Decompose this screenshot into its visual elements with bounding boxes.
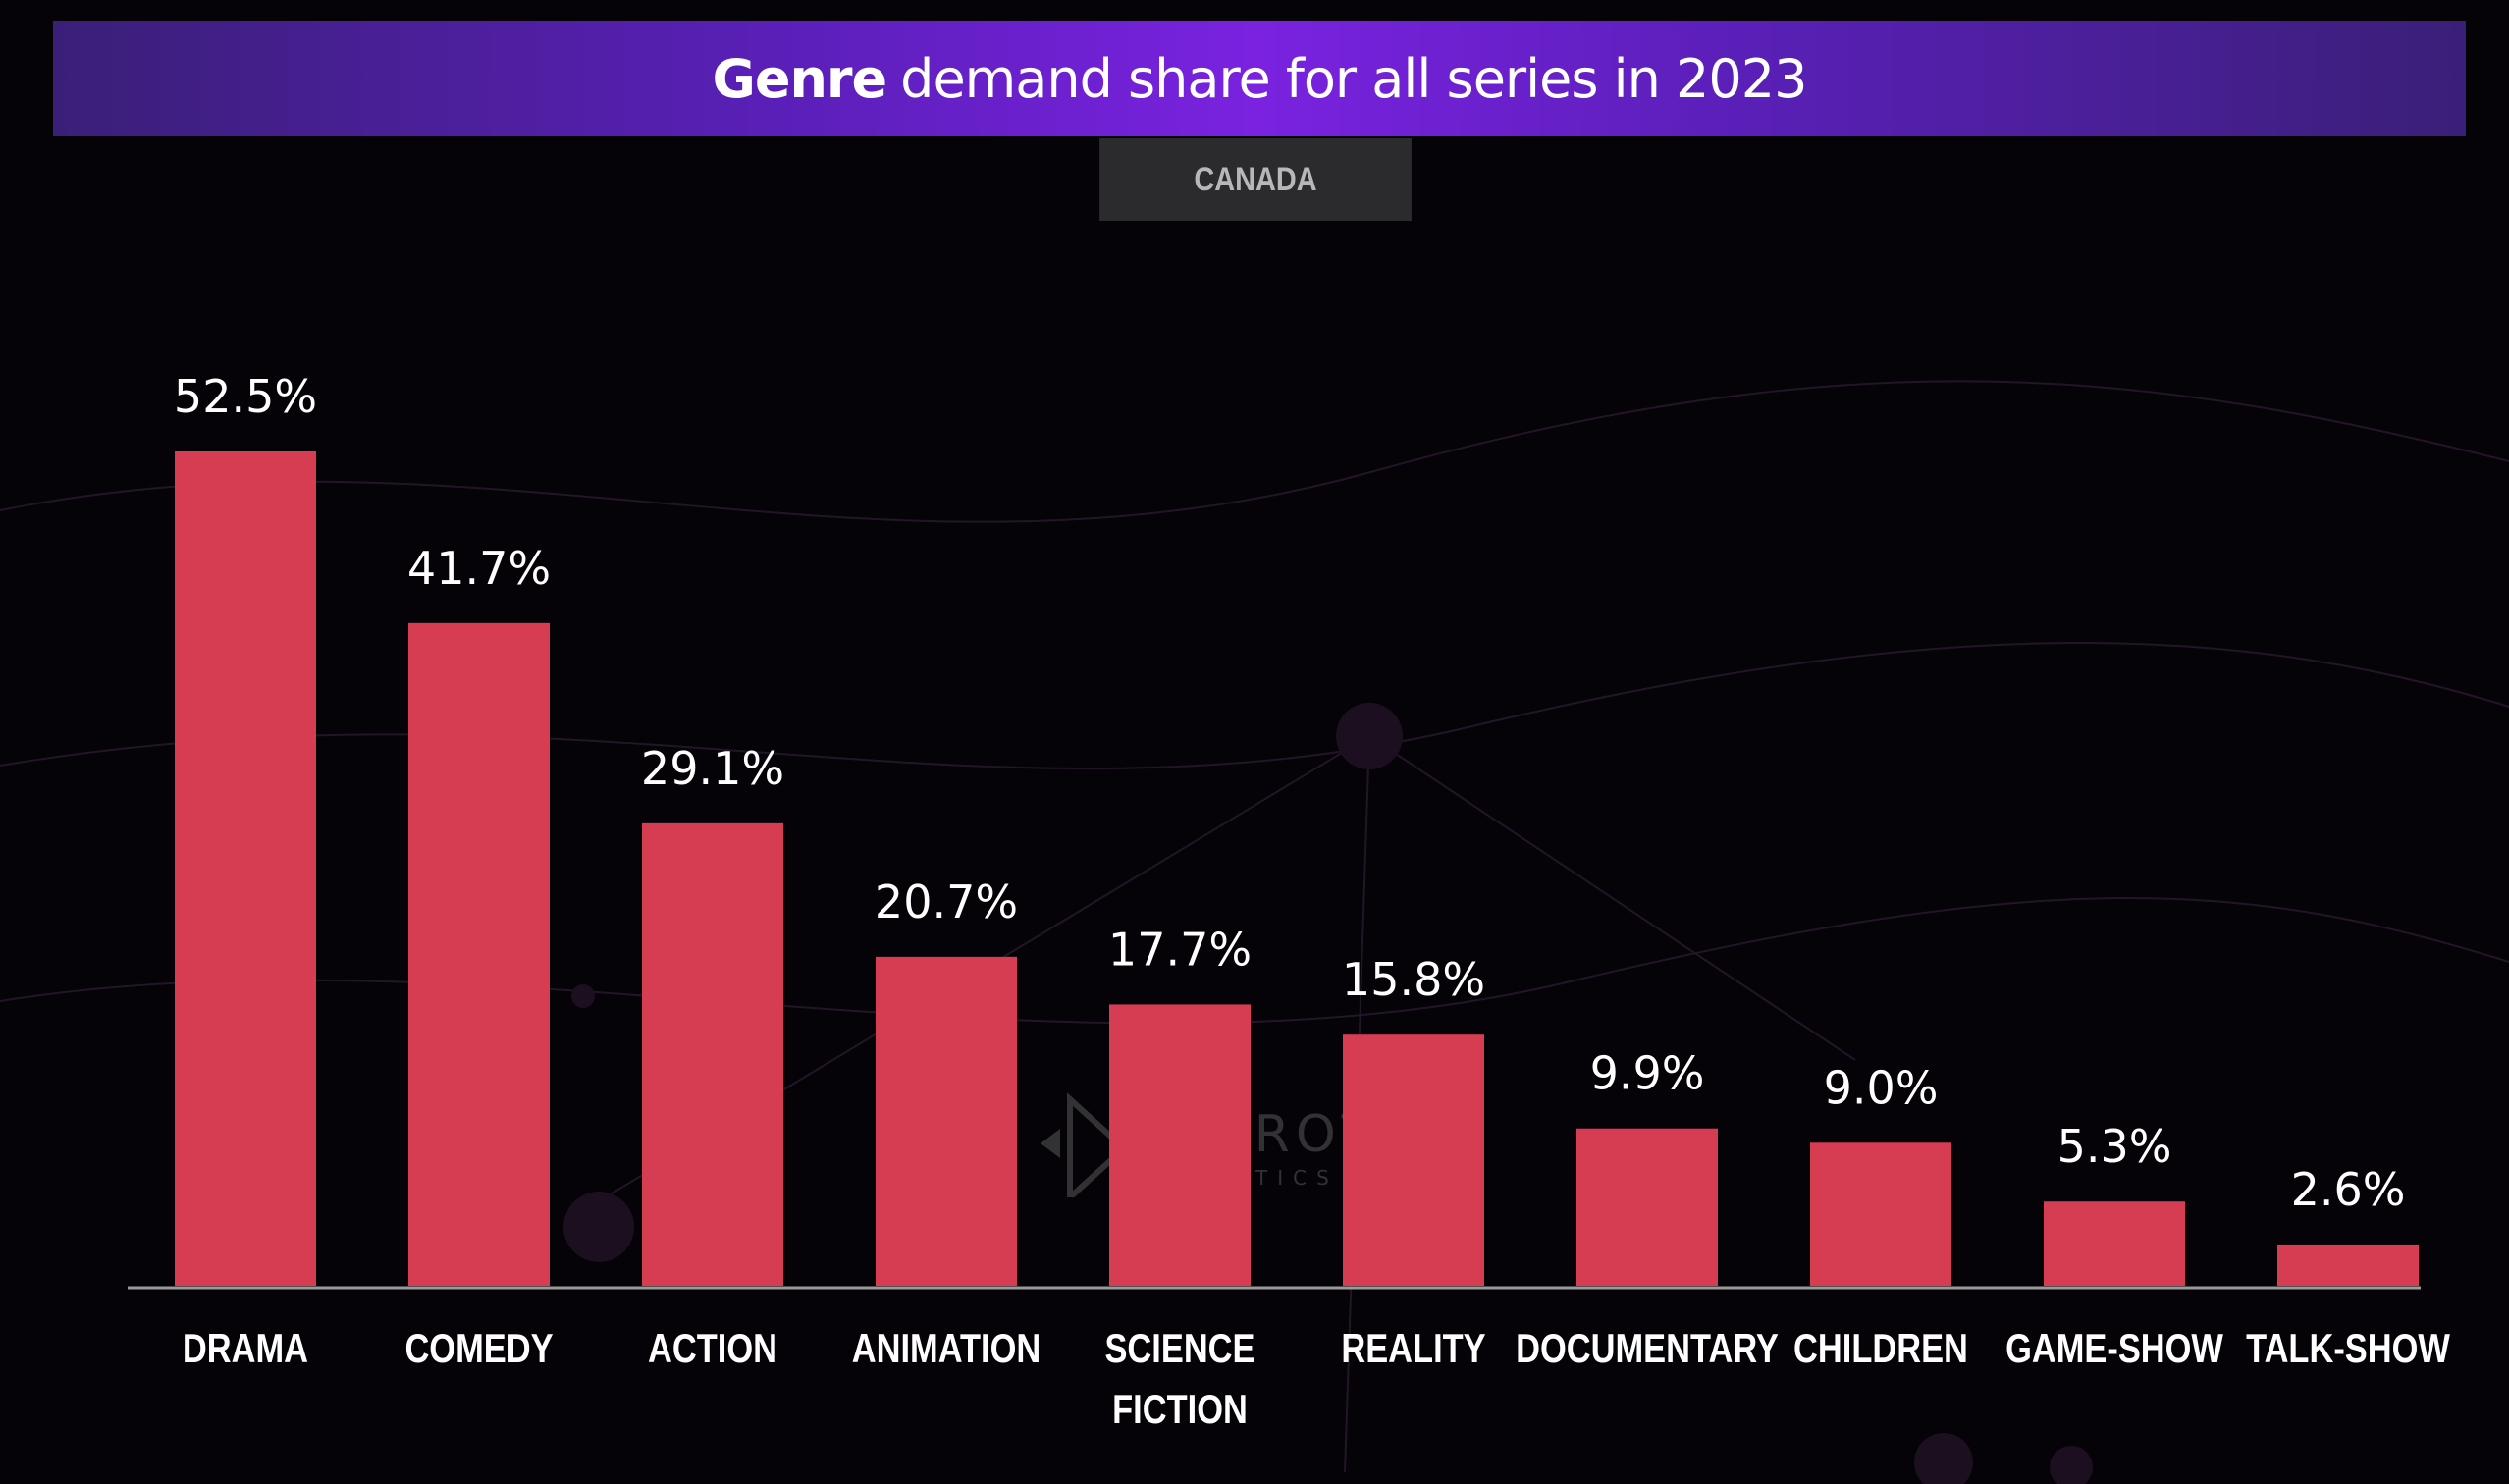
- category-label: DOCUMENTARY: [1516, 1326, 1779, 1372]
- value-label: 9.9%: [1590, 1047, 1705, 1100]
- region-badge: CANADA: [1099, 138, 1412, 221]
- parrot-logo-icon: [1041, 1092, 1129, 1204]
- bar-reality: [1343, 1034, 1484, 1286]
- bar-animation: [876, 956, 1017, 1286]
- bars-layer: [175, 451, 2419, 1286]
- category-label: SCIENCE FICTION: [1104, 1326, 1254, 1433]
- value-label: 5.3%: [2057, 1120, 2172, 1173]
- value-label: 29.1%: [641, 742, 784, 795]
- bar-action: [642, 822, 783, 1286]
- labels-layer: 52.5% DRAMA 41.7% COMEDY 29.1% ACTION 20.7% ANI…: [174, 370, 2451, 1433]
- value-label: 52.5%: [174, 370, 317, 423]
- bar-talk-show: [2277, 1244, 2419, 1286]
- bar-drama: [175, 451, 316, 1286]
- value-label: 15.8%: [1342, 953, 1485, 1006]
- value-label: 41.7%: [407, 542, 551, 595]
- region-label: CANADA: [1194, 160, 1317, 198]
- value-label: 17.7%: [1108, 923, 1252, 976]
- bar-children: [1810, 1142, 1951, 1286]
- category-label: GAME-SHOW: [2005, 1326, 2224, 1372]
- value-label: 2.6%: [2291, 1163, 2406, 1216]
- category-label: ANIMATION: [852, 1326, 1041, 1372]
- category-label: CHILDREN: [1793, 1326, 1968, 1372]
- value-label: 20.7%: [875, 875, 1018, 928]
- category-label: REALITY: [1341, 1326, 1485, 1372]
- bar-documentary: [1576, 1128, 1718, 1286]
- bar-game-show: [2044, 1201, 2185, 1286]
- chart-title-bar: Genre demand share for all series in 202…: [53, 21, 2466, 136]
- value-label: 9.0%: [1824, 1061, 1939, 1114]
- category-label: ACTION: [648, 1326, 777, 1372]
- category-label: DRAMA: [183, 1326, 308, 1372]
- chart-title-bold: Genre: [712, 47, 888, 110]
- category-label: COMEDY: [404, 1326, 553, 1372]
- chart-title-rest: demand share for all series in 2023: [900, 47, 1807, 110]
- bar-comedy: [408, 622, 550, 1286]
- bar-science-fiction: [1109, 1004, 1251, 1286]
- category-label: TALK-SHOW: [2246, 1326, 2450, 1372]
